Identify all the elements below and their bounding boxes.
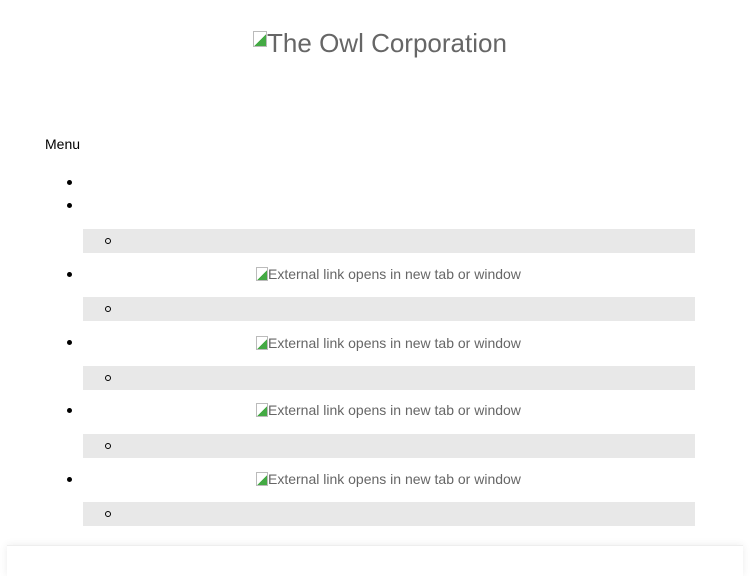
logo-alt-text: The Owl Corporation bbox=[267, 28, 507, 58]
broken-image-icon bbox=[256, 472, 268, 486]
logo[interactable]: The Owl Corporation bbox=[0, 28, 750, 59]
menu-item-bullet[interactable] bbox=[67, 180, 72, 185]
submenu-bullet bbox=[105, 375, 111, 381]
menu-item-bullet[interactable] bbox=[67, 408, 72, 413]
menu-item-bullet[interactable] bbox=[67, 477, 72, 482]
submenu-bullet bbox=[105, 238, 111, 244]
external-link-alt: External link opens in new tab or window bbox=[268, 266, 521, 282]
submenu-item[interactable] bbox=[83, 229, 695, 253]
submenu-item[interactable] bbox=[83, 502, 695, 526]
menu-heading[interactable]: Menu bbox=[45, 136, 81, 152]
menu-item-bullet[interactable] bbox=[67, 203, 72, 208]
broken-image-icon bbox=[256, 267, 268, 281]
external-link[interactable]: External link opens in new tab or window bbox=[256, 402, 521, 418]
external-link[interactable]: External link opens in new tab or window bbox=[256, 335, 521, 351]
external-link-alt: External link opens in new tab or window bbox=[268, 471, 521, 487]
external-link-alt: External link opens in new tab or window bbox=[268, 402, 521, 418]
menu-item-bullet[interactable] bbox=[67, 272, 72, 277]
submenu-item[interactable] bbox=[83, 366, 695, 390]
external-link[interactable]: External link opens in new tab or window bbox=[256, 471, 521, 487]
menu-item-bullet[interactable] bbox=[67, 340, 72, 345]
submenu-bullet bbox=[105, 443, 111, 449]
external-link[interactable]: External link opens in new tab or window bbox=[256, 266, 521, 282]
broken-image-icon bbox=[256, 403, 268, 417]
submenu-item[interactable] bbox=[83, 297, 695, 321]
external-link-alt: External link opens in new tab or window bbox=[268, 335, 521, 351]
bottom-panel bbox=[7, 545, 743, 576]
submenu-bullet bbox=[105, 306, 111, 312]
broken-image-icon bbox=[253, 31, 268, 47]
submenu-item[interactable] bbox=[83, 434, 695, 458]
broken-image-icon bbox=[256, 336, 268, 350]
submenu-bullet bbox=[105, 511, 111, 517]
